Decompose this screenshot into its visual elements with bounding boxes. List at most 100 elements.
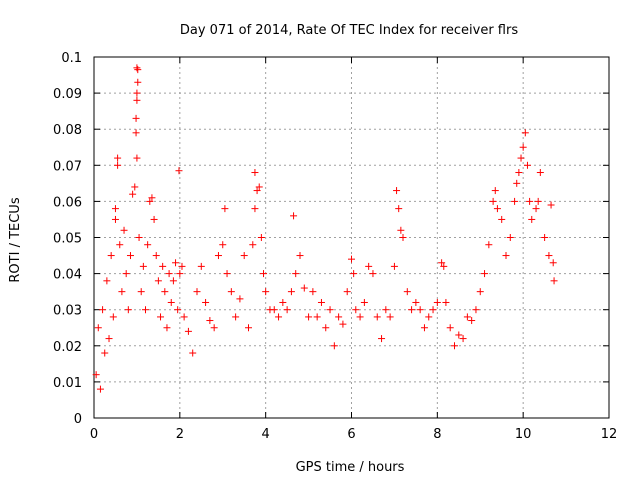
data-point [159,262,167,270]
data-point [120,226,128,234]
data-point [287,288,295,296]
data-point [137,288,145,296]
data-point [523,161,531,169]
data-point [214,252,222,260]
data-point [416,306,424,314]
data-point [109,313,117,321]
data-point [536,169,544,177]
x-tick-label: 12 [601,427,618,442]
data-point [202,298,210,306]
data-point [161,288,169,296]
data-point [257,234,265,241]
data-point [519,143,527,151]
data-point [139,262,147,270]
data-point [193,288,201,296]
data-point [348,255,355,263]
data-point [96,385,104,393]
data-points [92,64,558,393]
data-point [534,197,542,205]
data-point [550,277,558,285]
data-point [386,313,394,321]
data-point [408,306,416,314]
data-point [176,270,184,278]
data-point [133,64,141,72]
data-point [545,252,553,260]
data-point [94,324,102,332]
data-point [227,288,235,296]
data-point [103,277,111,285]
data-point [236,295,244,303]
data-point [133,89,141,97]
data-point [133,154,141,162]
data-point [133,96,141,104]
data-point [275,313,283,321]
data-point [326,306,334,314]
data-point [132,129,140,137]
data-point [532,205,540,213]
data-point [114,154,122,162]
data-point [150,215,158,223]
data-point [541,234,549,241]
data-point [279,298,287,306]
data-point [172,259,180,267]
data-point [118,288,126,296]
data-point [197,262,205,270]
data-point [395,205,403,213]
data-point [397,226,405,234]
y-tick-label: 0.1 [61,51,82,66]
data-point [251,169,259,177]
data-point [122,270,130,278]
data-point [142,306,149,314]
data-point [107,252,115,260]
y-axis-label: ROTI / TECUs [8,197,23,282]
data-point [498,215,506,223]
data-point [132,114,140,122]
data-point [440,262,448,270]
data-point [169,277,177,285]
data-point [260,270,268,278]
data-point [206,317,214,325]
data-point [189,349,197,357]
y-tick-label: 0.09 [53,87,82,102]
y-tick-label: 0.03 [53,304,82,319]
data-point [549,259,557,267]
y-tick-label: 0.01 [53,376,82,391]
data-point [528,215,536,223]
data-point [343,288,351,296]
data-point [378,335,386,343]
data-point [365,262,373,270]
data-point [131,183,139,191]
data-point [111,215,119,223]
data-point [232,313,240,321]
data-point [152,252,160,260]
data-point [253,187,261,195]
data-point [399,234,407,241]
chart-title: Day 071 of 2014, Rate Of TEC Index for r… [180,23,518,38]
data-point [393,187,401,195]
data-point [472,306,480,314]
data-point [313,313,321,321]
data-point [446,324,454,332]
data-point [283,306,291,314]
data-point [339,320,347,328]
data-point [459,335,467,343]
data-point [463,313,471,321]
data-point [290,212,298,220]
data-point [111,205,119,213]
data-point [476,288,484,296]
y-tick-label: 0.08 [53,123,82,138]
data-point [300,284,308,292]
data-point [322,324,330,332]
data-point [356,313,364,321]
data-point [382,306,390,314]
data-point [245,324,252,332]
data-point [167,298,175,306]
y-tick-label: 0.04 [53,268,82,283]
data-point [210,324,218,332]
data-point [175,167,183,175]
x-tick-label: 0 [90,427,98,442]
data-point [547,201,555,209]
data-point [511,197,519,205]
y-tick-label: 0.06 [53,195,82,210]
data-point [489,197,497,205]
